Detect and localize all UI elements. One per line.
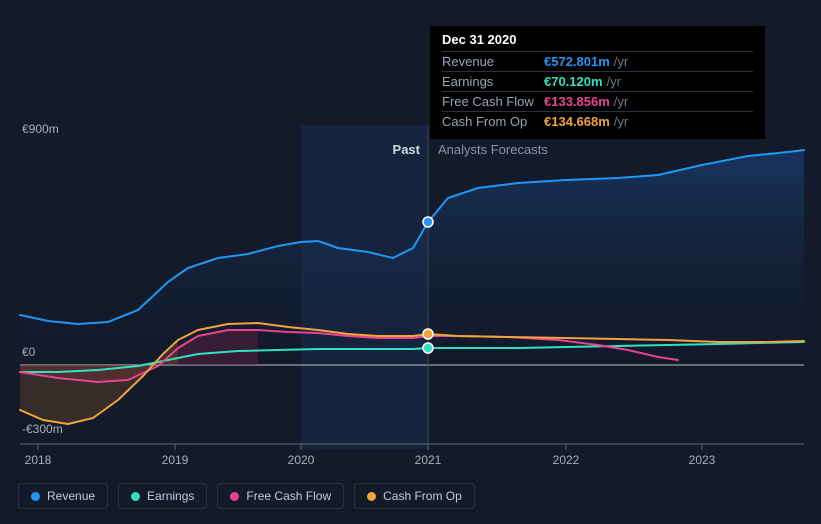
legend-item-cash-from-op[interactable]: Cash From Op [354,483,475,509]
legend-item-free-cash-flow[interactable]: Free Cash Flow [217,483,344,509]
legend-item-earnings[interactable]: Earnings [118,483,207,509]
chart-tooltip: Dec 31 2020 Revenue€572.801m/yrEarnings€… [430,26,765,139]
legend-label: Earnings [147,489,194,503]
tooltip-row-unit: /yr [607,74,621,89]
svg-text:€900m: €900m [22,122,59,136]
tooltip-row-value: €133.856m [544,94,610,109]
svg-text:2022: 2022 [553,453,580,467]
marker-revenue [423,217,433,227]
past-label: Past [393,142,421,157]
tooltip-row-unit: /yr [614,54,628,69]
tooltip-row-label: Revenue [442,54,544,69]
forecast-label: Analysts Forecasts [438,142,548,157]
svg-text:2020: 2020 [288,453,315,467]
tooltip-date: Dec 31 2020 [442,32,753,51]
legend-dot-icon [31,492,40,501]
tooltip-row-label: Earnings [442,74,544,89]
legend-label: Cash From Op [383,489,462,503]
svg-text:-€300m: -€300m [22,422,63,436]
tooltip-row: Cash From Op€134.668m/yr [442,111,753,131]
legend-label: Revenue [47,489,95,503]
tooltip-row-label: Cash From Op [442,114,544,129]
svg-text:2018: 2018 [25,453,52,467]
legend-dot-icon [367,492,376,501]
tooltip-row-value: €70.120m [544,74,603,89]
tooltip-row-value: €134.668m [544,114,610,129]
marker-earnings [423,343,433,353]
svg-text:2021: 2021 [415,453,442,467]
tooltip-row-unit: /yr [614,94,628,109]
legend-dot-icon [230,492,239,501]
tooltip-row: Earnings€70.120m/yr [442,71,753,91]
svg-text:2019: 2019 [162,453,189,467]
tooltip-row-value: €572.801m [544,54,610,69]
svg-text:2023: 2023 [689,453,716,467]
tooltip-row: Revenue€572.801m/yr [442,51,753,71]
marker-cash-from-op [423,329,433,339]
tooltip-row-label: Free Cash Flow [442,94,544,109]
financials-chart: €900m€0-€300mPastAnalysts Forecasts20182… [18,10,806,509]
legend-dot-icon [131,492,140,501]
tooltip-row-unit: /yr [614,114,628,129]
legend-label: Free Cash Flow [246,489,331,503]
chart-legend: Revenue Earnings Free Cash Flow Cash From O… [18,483,475,509]
tooltip-row: Free Cash Flow€133.856m/yr [442,91,753,111]
legend-item-revenue[interactable]: Revenue [18,483,108,509]
